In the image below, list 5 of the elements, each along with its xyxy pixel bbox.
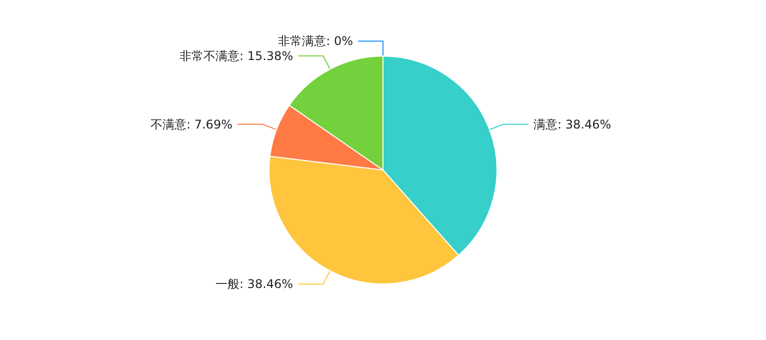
slice-label: 一般: 38.46% (215, 277, 294, 292)
slice-label: 非常不满意: 15.38% (179, 48, 294, 63)
slice-label: 满意: 38.46% (534, 117, 612, 132)
legend-label: 非常满意: 0% (278, 34, 353, 48)
slice-label: 不满意: 7.69% (150, 117, 232, 132)
